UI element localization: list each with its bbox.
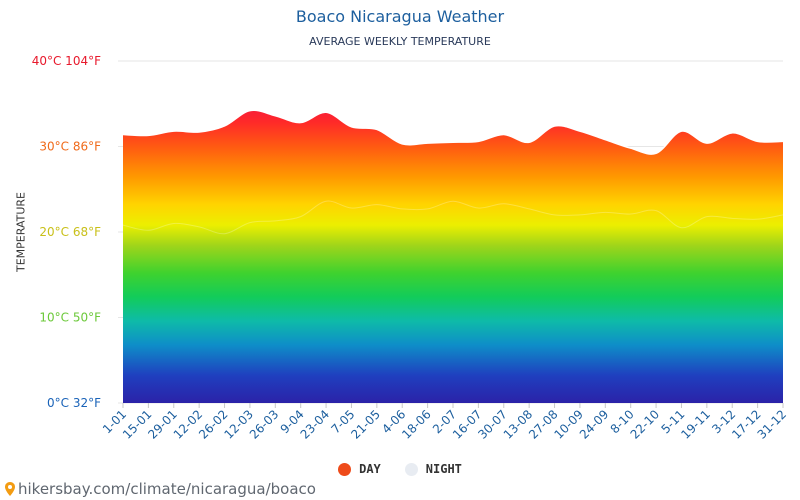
x-tick-label: 19-11 <box>678 407 713 442</box>
x-tick-label: 24-09 <box>577 407 612 442</box>
legend-night-marker <box>404 462 418 476</box>
x-tick-labels: 1-0115-0129-0112-0226-0212-0326-039-0423… <box>100 403 789 442</box>
y-tick-label: 10°C 50°F <box>39 311 101 325</box>
legend-night-label: NIGHT <box>425 462 462 476</box>
chart-subtitle: AVERAGE WEEKLY TEMPERATURE <box>309 35 491 48</box>
series-line-day <box>122 109 784 155</box>
legend: DAY NIGHT <box>0 462 800 476</box>
x-tick-label: 18-06 <box>399 407 434 442</box>
x-tick-label: 22-10 <box>628 407 663 442</box>
legend-item-night[interactable]: NIGHT <box>404 462 462 476</box>
legend-item-day[interactable]: DAY <box>338 462 381 476</box>
y-tick-labels: 0°C 32°F 10°C 50°F 20°C 68°F 30°C 86°F 40°C … <box>32 54 101 410</box>
x-tick-label: 26-03 <box>247 407 282 442</box>
source-url: hikersbay.com/climate/nicaragua/boaco <box>18 480 316 498</box>
legend-day-marker <box>338 462 352 476</box>
x-tick-label: 31-12 <box>755 407 790 442</box>
y-tick-label: 0°C 32°F <box>47 396 101 410</box>
temperature-chart: 0°C 32°F 10°C 50°F 20°C 68°F 30°C 86°F 40°C … <box>32 54 789 442</box>
y-tick-label: 30°C 86°F <box>39 140 101 154</box>
series-area-night <box>123 201 783 403</box>
chart-title: Boaco Nicaragua Weather <box>295 7 505 26</box>
map-pin-icon <box>5 482 15 496</box>
x-tick-label: 23-04 <box>298 407 333 442</box>
legend-day-label: DAY <box>359 462 381 476</box>
x-tick-label: 21-05 <box>348 407 383 442</box>
series-line-night <box>122 200 784 235</box>
y-tick-label: 20°C 68°F <box>39 225 101 239</box>
series-areas <box>122 109 784 403</box>
source-link[interactable]: hikersbay.com/climate/nicaragua/boaco <box>4 480 316 498</box>
y-tick-label: 40°C 104°F <box>32 54 101 68</box>
